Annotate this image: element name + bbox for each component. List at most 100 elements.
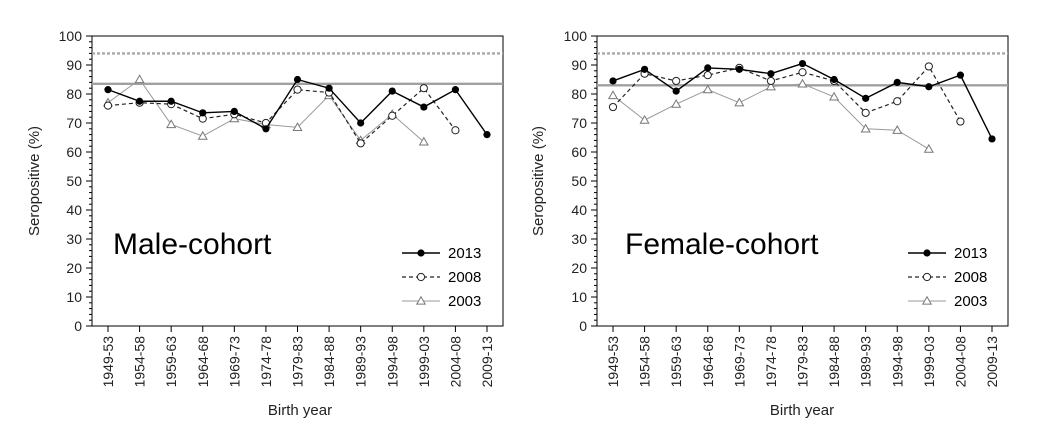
legend-marker-2003 [921, 295, 933, 305]
data-point-2008 [798, 68, 807, 77]
data-point-2003 [734, 97, 745, 107]
x-tick-label: 1994-98 [889, 336, 905, 388]
data-point-2013 [135, 97, 144, 105]
legend-marker-2003 [415, 295, 427, 305]
y-tick-label: 20 [571, 260, 587, 276]
x-tick-label: 1969-73 [226, 336, 242, 388]
y-tick-label: 100 [59, 28, 83, 44]
y-tick-label: 0 [579, 318, 587, 334]
x-tick-label: 1954-58 [132, 336, 148, 388]
data-point-2013 [451, 86, 460, 94]
data-point-2013 [704, 64, 712, 72]
x-tick-label: 1954-58 [637, 336, 653, 388]
data-point-2008 [388, 111, 397, 120]
data-point-2003 [671, 98, 682, 108]
y-tick-label: 70 [66, 115, 82, 131]
data-point-2008 [356, 139, 365, 148]
x-tick-label: 1984-88 [321, 336, 337, 388]
legend: 2013 2008 2003 [908, 245, 987, 310]
legend-label-2003: 2003 [954, 293, 987, 310]
y-axis-label: Seropositive (%) [530, 126, 547, 236]
data-point-2003 [292, 122, 303, 131]
data-point-2013 [325, 84, 333, 92]
x-tick-label: 1999-03 [921, 336, 937, 388]
data-point-2013 [862, 94, 870, 102]
data-point-2008 [924, 62, 933, 71]
y-tick-label: 40 [571, 202, 587, 218]
data-point-2013 [483, 131, 491, 139]
data-point-2003 [166, 119, 177, 129]
y-axis-label: Seropositive (%) [26, 126, 43, 236]
y-tick-label: 100 [564, 28, 588, 44]
data-point-2013 [104, 86, 112, 94]
data-point-2013 [830, 75, 838, 84]
series-2013 [104, 75, 491, 139]
data-point-2008 [103, 101, 113, 110]
data-point-2003 [639, 114, 650, 124]
series-line-2008 [612, 65, 961, 122]
x-tick-label: 1949-53 [100, 336, 116, 388]
data-point-2003 [134, 74, 145, 84]
x-tick-label: 1969-73 [731, 336, 747, 388]
x-tick-label: 1989-93 [353, 336, 369, 388]
data-point-2008 [419, 84, 428, 93]
x-tick-label: 2009-13 [479, 336, 495, 388]
y-tick-label: 80 [66, 86, 82, 102]
x-tick-label: 2009-13 [984, 336, 1000, 388]
data-point-2008 [861, 108, 870, 117]
data-point-2013 [956, 71, 965, 79]
data-point-2008 [893, 97, 902, 106]
x-tick-label: 1949-53 [605, 336, 621, 388]
female-cohort-panel: Seropositive (%) Birth year Female-cohor… [530, 28, 1009, 419]
x-tick-label: 1964-68 [195, 336, 211, 388]
data-point-2013 [672, 87, 680, 95]
x-tick-label: 1974-78 [258, 336, 274, 388]
x-tick-label: 1999-03 [416, 336, 432, 388]
y-tick-label: 10 [66, 289, 82, 305]
legend-label-2008: 2008 [954, 269, 987, 286]
x-axis-label: Birth year [770, 402, 834, 419]
x-tick-label: 1979-83 [795, 336, 811, 388]
data-point-2003 [797, 78, 808, 88]
x-axis-label: Birth year [268, 402, 332, 419]
data-point-2003 [860, 123, 871, 133]
series-2013 [609, 59, 996, 143]
data-point-2013 [262, 125, 270, 133]
x-tick-label: 1959-63 [163, 336, 179, 388]
data-point-2013 [609, 77, 617, 85]
x-tick-label: 2004-08 [447, 336, 463, 388]
y-tick-label: 50 [66, 173, 82, 189]
legend-label-2008: 2008 [448, 269, 481, 286]
data-point-2013 [293, 75, 302, 84]
x-tick-label: 1989-93 [858, 336, 874, 388]
legend-marker-2013 [417, 249, 425, 257]
data-point-2003 [607, 90, 619, 100]
data-point-2013 [230, 107, 238, 115]
legend-label-2013: 2013 [448, 245, 481, 262]
y-tick-label: 10 [571, 289, 587, 305]
data-point-2013 [925, 83, 933, 91]
male-cohort-panel: Seropositive (%) Birth year Male-cohort … [26, 28, 504, 419]
data-point-2013 [988, 135, 996, 143]
y-tick-label: 90 [66, 57, 82, 73]
data-point-2013 [420, 103, 428, 111]
y-tick-label: 0 [74, 318, 82, 334]
data-point-2008 [451, 126, 460, 135]
y-tick-label: 80 [571, 86, 587, 102]
data-point-2008 [608, 102, 618, 112]
legend-marker-2013 [923, 249, 931, 257]
y-tick-label: 50 [571, 173, 587, 189]
data-point-2013 [199, 109, 207, 117]
data-point-2008 [766, 76, 776, 86]
data-point-2013 [388, 87, 396, 95]
data-point-2008 [703, 71, 712, 80]
legend-marker-2008 [416, 272, 426, 282]
panel-title: Male-cohort [113, 228, 272, 261]
series-2003 [607, 78, 934, 153]
data-point-2003 [829, 91, 840, 101]
y-tick-label: 60 [66, 144, 82, 160]
legend-label-2003: 2003 [448, 293, 481, 310]
y-tick-label: 70 [571, 115, 587, 131]
